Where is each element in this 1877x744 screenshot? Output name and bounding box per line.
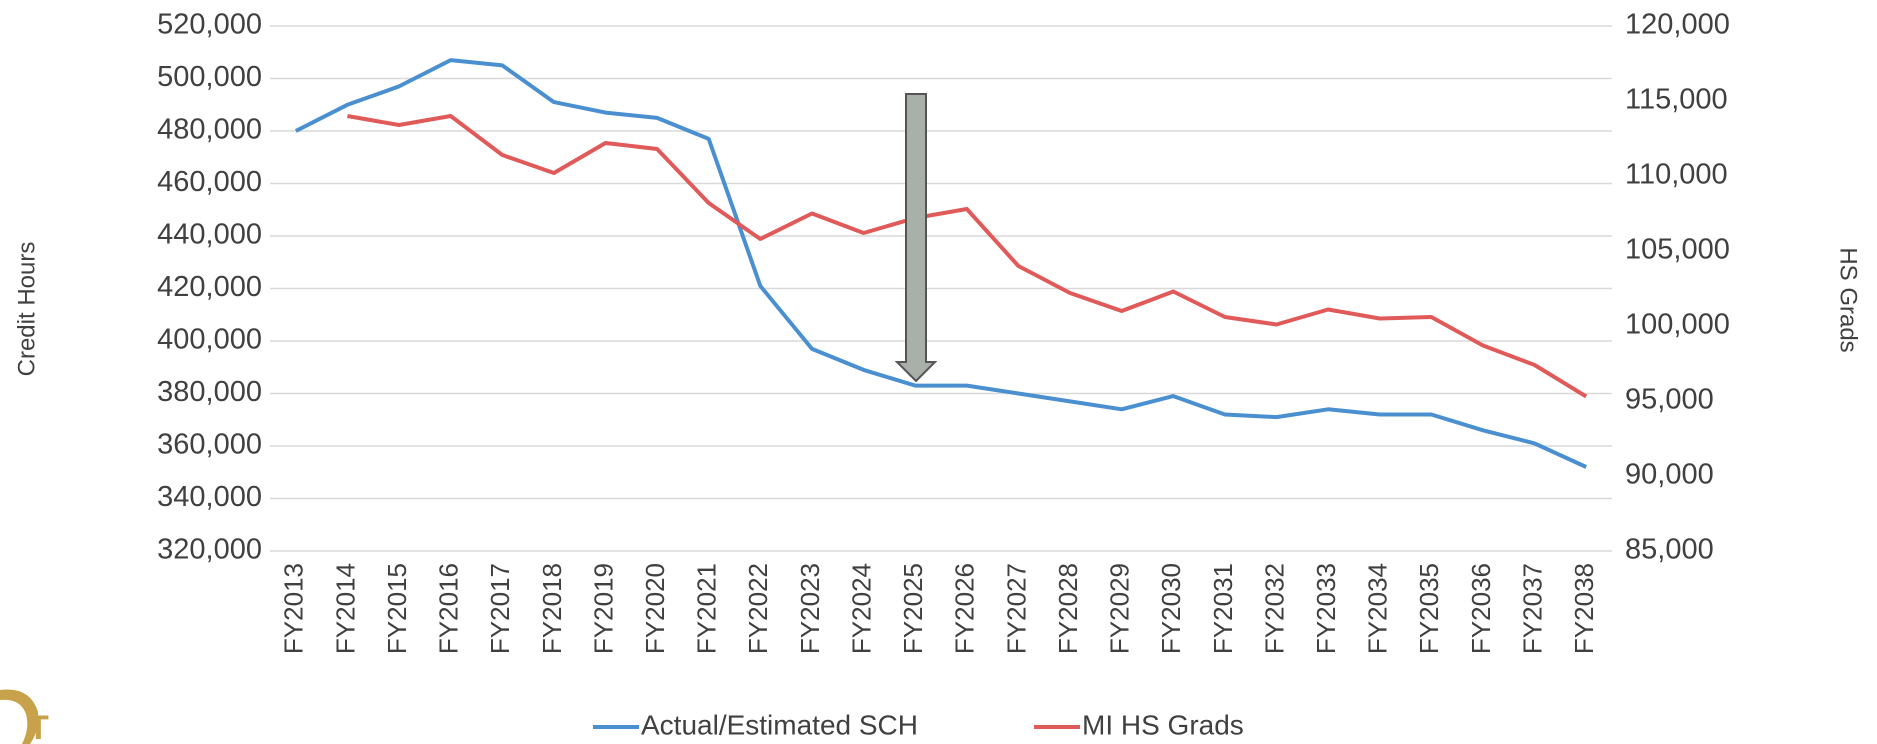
x-tick-label: FY2025: [898, 563, 928, 654]
x-tick-label: FY2026: [950, 563, 980, 654]
y-tick-label: 400,000: [157, 324, 262, 356]
x-tick-label: FY2036: [1466, 563, 1496, 654]
x-tick-label: FY2037: [1517, 563, 1547, 654]
x-tick-label: FY2028: [1053, 563, 1083, 654]
y-axis-title: Credit Hours: [13, 242, 40, 377]
y-tick-label: 460,000: [157, 166, 262, 198]
x-tick-label: FY2016: [434, 563, 464, 654]
legend-label: MI HS Grads: [1082, 709, 1244, 740]
y2-tick-label: 110,000: [1625, 159, 1728, 191]
x-tick-label: FY2018: [537, 563, 567, 654]
y2-tick-label: 100,000: [1625, 309, 1730, 341]
y-tick-label: 320,000: [157, 534, 262, 566]
y-tick-label: 440,000: [157, 219, 262, 251]
y2-tick-label: 120,000: [1625, 9, 1730, 41]
y2-tick-label: 85,000: [1625, 534, 1714, 566]
y2-tick-label: 105,000: [1625, 234, 1730, 266]
y-tick-label: 380,000: [157, 376, 262, 408]
x-tick-label: FY2019: [588, 563, 618, 654]
legend: Actual/Estimated SCH MI HS Grads: [593, 709, 1244, 740]
y-tick-label: 420,000: [157, 271, 262, 303]
y-tick-label: 340,000: [157, 481, 262, 513]
y2-tick-label: 115,000: [1625, 84, 1728, 116]
x-tick-label: FY2033: [1311, 563, 1341, 654]
x-tick-label: FY2013: [279, 563, 309, 654]
annotation-arrow: [894, 93, 938, 383]
y-tick-label: 480,000: [157, 114, 262, 146]
x-tick-label: FY2014: [330, 563, 360, 654]
x-tick-label: FY2020: [640, 563, 670, 654]
x-tick-label: FY2035: [1414, 563, 1444, 654]
x-tick-label: FY2023: [795, 563, 825, 654]
plot: [294, 58, 1588, 469]
x-tick-label: FY2015: [382, 563, 412, 654]
x-tick-label: FY2029: [1105, 563, 1135, 654]
x-tick-label: FY2027: [1001, 563, 1031, 654]
x-tick-label: FY2022: [743, 563, 773, 654]
y2-tick-label: 95,000: [1625, 384, 1714, 416]
logo: T: [0, 689, 49, 744]
grid: [270, 25, 1612, 552]
svg-text:T: T: [28, 709, 49, 744]
x-tick-label: FY2038: [1569, 563, 1599, 654]
y-tick-label: 360,000: [157, 429, 262, 461]
legend-label: Actual/Estimated SCH: [641, 709, 918, 740]
y2-tick-label: 90,000: [1625, 459, 1714, 491]
series-line: [347, 114, 1588, 399]
x-tick-label: FY2031: [1208, 563, 1238, 654]
y-tick-label: 520,000: [157, 9, 262, 41]
x-tick-label: FY2034: [1363, 563, 1393, 654]
series-line: [294, 58, 1588, 469]
y-tick-label: 500,000: [157, 61, 262, 93]
x-tick-label: FY2021: [692, 563, 722, 654]
x-tick-label: FY2024: [846, 563, 876, 654]
x-tick-label: FY2032: [1259, 563, 1289, 654]
y2-axis-title: HS Grads: [1835, 247, 1862, 352]
x-tick-label: FY2030: [1156, 563, 1186, 654]
x-tick-label: FY2017: [485, 563, 515, 654]
